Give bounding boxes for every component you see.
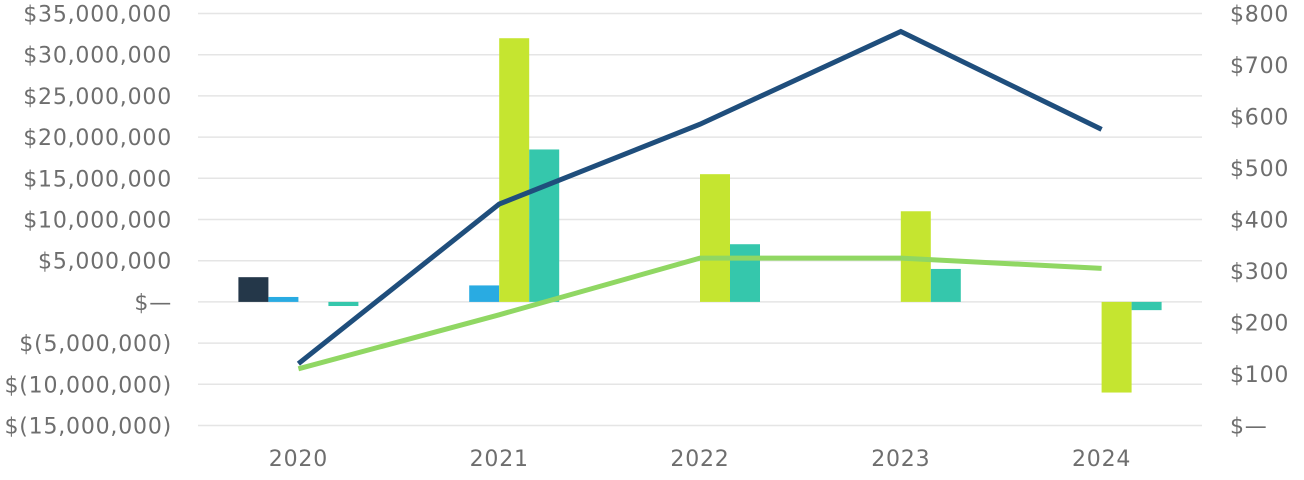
- bar-lime-bars-2021: [499, 38, 530, 302]
- left-axis-tick-label: $35,000,000: [23, 3, 172, 28]
- bar-blue-bars-2020: [268, 296, 299, 302]
- left-axis-tick-label: $10,000,000: [23, 209, 172, 234]
- x-axis-label: 2021: [470, 447, 529, 472]
- x-axis-label: 2024: [1072, 447, 1131, 472]
- right-axis-tick-label: $400: [1230, 209, 1289, 234]
- navy-line: [296, 28, 1103, 366]
- bar-teal-bars-2020: [328, 301, 359, 307]
- right-axis-tick-label: $500: [1230, 157, 1289, 182]
- left-axis-tick-label: $30,000,000: [23, 44, 172, 69]
- right-axis-tick-label: $600: [1230, 106, 1289, 131]
- left-axis-tick-label: $20,000,000: [23, 126, 172, 151]
- bar-teal-bars-2022: [730, 244, 760, 302]
- left-axis-tick-label: $—: [134, 291, 172, 316]
- left-axis-tick-label: $(5,000,000): [19, 332, 172, 357]
- bar-navy-bars-2020: [238, 277, 269, 302]
- x-axis-label: 2020: [269, 447, 328, 472]
- left-axis-tick-label: $5,000,000: [38, 250, 172, 275]
- left-axis-tick-label: $(15,000,000): [4, 415, 172, 440]
- bar-lime-bars-2024: [1101, 301, 1132, 393]
- bar-teal-bars-2023: [930, 268, 961, 302]
- left-axis-tick-label: $15,000,000: [23, 167, 172, 192]
- x-axis-label: 2023: [871, 447, 930, 472]
- right-axis-tick-label: $800: [1230, 3, 1289, 28]
- left-axis-tick-label: $25,000,000: [23, 85, 172, 110]
- bar-teal-bars-2021: [529, 149, 560, 302]
- bar-teal-bars-2024: [1131, 301, 1162, 311]
- right-axis-tick-label: $700: [1230, 54, 1289, 79]
- right-axis-tick-label: $300: [1230, 260, 1289, 285]
- x-axis-label: 2022: [670, 447, 729, 472]
- right-axis-tick-label: $100: [1230, 363, 1289, 388]
- bar-blue-bars-2021: [469, 285, 500, 302]
- right-axis-tick-label: $200: [1230, 312, 1289, 337]
- left-axis-tick-label: $(10,000,000): [4, 373, 172, 398]
- green-line: [297, 255, 1102, 372]
- bar-lime-bars-2022: [700, 174, 730, 302]
- right-axis-tick-label: $—: [1230, 415, 1268, 440]
